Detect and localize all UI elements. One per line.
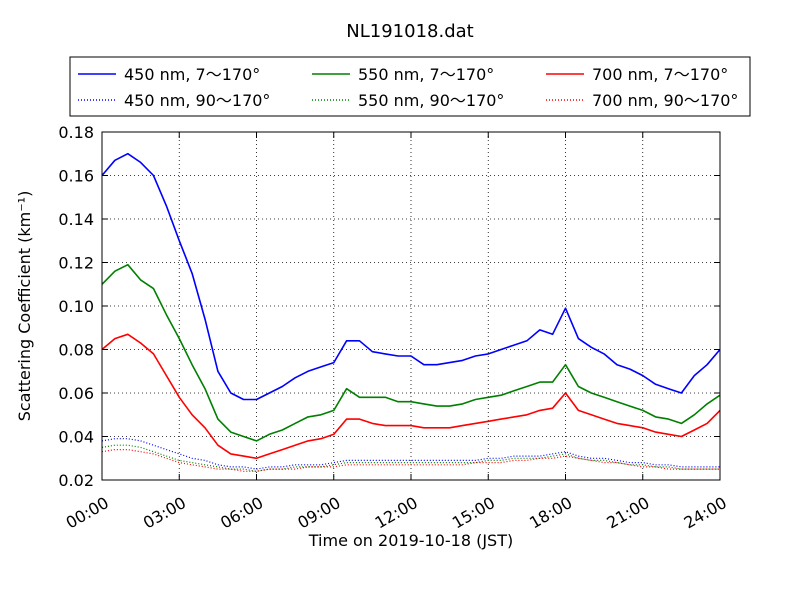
x-tick-label: 18:00 xyxy=(526,493,575,533)
legend-label: 450 nm, 7～170° xyxy=(124,65,260,84)
y-tick-label: 0.14 xyxy=(58,210,94,229)
legend-label: 700 nm, 7～170° xyxy=(592,65,728,84)
ticks: 00:00 03:00 06:00 09:00 12:00 15:00 18:00 21:00… xyxy=(58,123,730,533)
y-tick-label: 0.18 xyxy=(58,123,94,142)
y-tick-label: 0.04 xyxy=(58,428,94,447)
legend-label: 700 nm, 90～170° xyxy=(592,91,738,110)
y-tick-label: 0.06 xyxy=(58,384,94,403)
y-tick-label: 0.12 xyxy=(58,254,94,273)
x-tick-label: 06:00 xyxy=(217,493,266,533)
series-line xyxy=(101,444,720,472)
y-tick-label: 0.10 xyxy=(58,297,94,316)
y-axis-label: Scattering Coefficient (km⁻¹) xyxy=(15,191,34,422)
y-tick-label: 0.16 xyxy=(58,167,94,186)
x-tick-label: 12:00 xyxy=(372,493,421,533)
chart-title: NL191018.dat xyxy=(346,21,473,42)
series-line xyxy=(101,438,720,470)
legend-frame xyxy=(69,56,751,117)
legend: 450 nm, 7～170° 450 nm, 90～170° 550 nm, 7～1… xyxy=(69,56,751,117)
series-line xyxy=(101,333,721,460)
legend-label: 550 nm, 7～170° xyxy=(358,65,494,84)
x-tick-label: 15:00 xyxy=(449,493,498,533)
series-line xyxy=(101,152,721,401)
legend-label: 550 nm, 90～170° xyxy=(358,91,504,110)
x-tick-label: 24:00 xyxy=(681,493,730,533)
x-axis-label: Time on 2019-10-18 (JST) xyxy=(308,531,513,550)
x-tick-label: 03:00 xyxy=(140,493,189,533)
series-line xyxy=(101,263,721,442)
legend-label: 450 nm, 90～170° xyxy=(124,91,270,110)
x-tick-label: 09:00 xyxy=(294,493,343,533)
y-tick-label: 0.02 xyxy=(58,471,94,490)
series-layer xyxy=(101,152,721,472)
x-tick-label: 21:00 xyxy=(603,493,652,533)
gridlines xyxy=(102,132,720,480)
series-line xyxy=(101,449,720,472)
x-tick-label: 00:00 xyxy=(63,493,112,533)
y-tick-label: 0.08 xyxy=(58,341,94,360)
